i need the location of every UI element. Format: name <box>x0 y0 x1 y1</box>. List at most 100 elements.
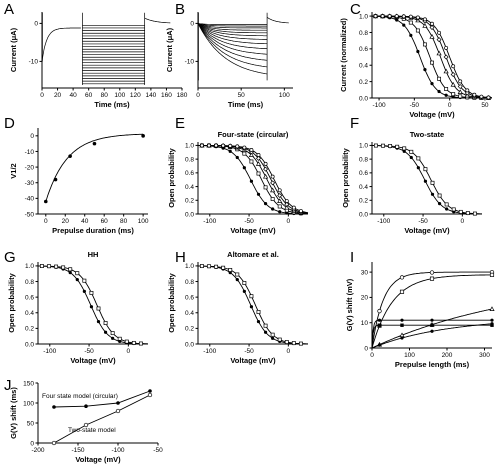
normalized-current-point <box>430 21 434 26</box>
open-probability-point <box>75 278 79 282</box>
x-axis-label: Time (ms) <box>94 100 130 109</box>
x-tick-label: 200 <box>442 352 453 359</box>
open-probability-point <box>430 180 435 185</box>
normalized-current-point <box>422 42 427 47</box>
activation-current-trace <box>197 23 268 68</box>
open-probability-point <box>228 267 233 272</box>
normalized-current-point <box>451 92 456 97</box>
normalized-current-point <box>444 87 449 91</box>
x-tick-label: 80 <box>101 92 109 99</box>
open-probability-point <box>271 336 275 340</box>
normalized-current-point <box>423 68 427 72</box>
normalized-current-point <box>415 28 420 33</box>
open-probability-point <box>270 187 276 193</box>
open-probability-point <box>199 143 204 148</box>
panel-title-g: HH <box>88 250 99 259</box>
gv-shift-voltage-point <box>148 389 152 393</box>
gv-shift-voltage-point <box>147 392 153 398</box>
open-probability-point <box>277 198 283 203</box>
open-probability-point <box>249 179 254 183</box>
open-probability-point <box>249 294 254 299</box>
open-probability-point <box>242 289 246 293</box>
x-tick-label: 0 <box>448 102 452 109</box>
panel-letter-c: C <box>350 1 361 18</box>
normalized-current-point <box>479 94 484 99</box>
normalized-current-point <box>437 30 442 35</box>
open-probability-point <box>284 340 289 344</box>
open-probability-point <box>451 207 456 212</box>
gv-shift-curve <box>371 274 492 349</box>
open-probability-point <box>263 185 268 190</box>
x-axis-label: Prepulse duration (ms) <box>52 226 134 235</box>
y-tick-label: 0.4 <box>185 184 194 191</box>
open-probability-point <box>75 271 80 276</box>
open-probability-point <box>207 264 211 269</box>
x-tick-label: 60 <box>85 92 93 99</box>
y-tick-label: 0.8 <box>359 156 368 163</box>
open-probability-point <box>430 192 435 196</box>
gv-shift-voltage-line <box>53 390 151 408</box>
normalized-current-point <box>409 33 413 37</box>
normalized-current-point <box>436 50 442 56</box>
x-axis-label: Voltage (mV) <box>404 226 450 235</box>
y-tick-label: 1.0 <box>359 143 368 150</box>
open-probability-point <box>270 332 275 337</box>
open-probability-point <box>472 211 477 216</box>
x-tick-label: 180 <box>177 92 188 99</box>
y-tick-label: -10 <box>29 59 39 66</box>
y-axis-label: Open probability <box>7 272 16 332</box>
open-probability-point <box>271 207 275 211</box>
activation-current-trace <box>197 23 268 55</box>
x-axis-label: Voltage (mV) <box>230 356 276 365</box>
open-probability-point <box>409 149 414 154</box>
open-probability-point <box>61 265 66 270</box>
open-probability-point <box>214 264 219 269</box>
y-tick-label: 0.6 <box>185 294 194 301</box>
panel-letter-d: D <box>4 115 15 132</box>
y-tick-label: 0.8 <box>25 279 34 286</box>
open-probability-point <box>277 188 282 193</box>
x-tick-label: -50 <box>244 218 254 225</box>
open-probability-point <box>103 330 108 334</box>
open-probability-point <box>270 180 276 186</box>
x-tick-label: -50 <box>84 348 94 355</box>
open-probability-point <box>373 143 378 148</box>
x-tick-label: -100 <box>373 102 386 109</box>
gv-shift-voltage-point <box>116 401 120 405</box>
x-tick-label: -50 <box>410 102 420 109</box>
gv-shift-voltage-point <box>84 404 88 409</box>
normalized-current-point <box>430 60 434 65</box>
gv-shift-point <box>490 318 494 322</box>
normalized-current-point <box>458 94 463 99</box>
x-tick-label: 0 <box>287 348 291 355</box>
open-probability-point <box>423 167 428 172</box>
normalized-current-point <box>443 54 449 60</box>
series-label-four-state: Four state model (circular) <box>42 393 118 400</box>
normalized-current-point <box>437 89 441 94</box>
x-axis-label: Voltage (mV) <box>70 356 116 365</box>
open-probability-point <box>284 204 290 210</box>
activation-current-trace <box>197 23 268 50</box>
y-axis-label: G(V) shift (mV) <box>345 278 354 331</box>
open-probability-point <box>256 319 261 324</box>
x-tick-label: 0 <box>44 218 48 225</box>
normalized-current-point <box>444 93 448 97</box>
open-probability-point <box>96 306 101 311</box>
y-tick-label: 0.8 <box>185 156 194 163</box>
activation-current-trace <box>197 23 268 27</box>
open-probability-point <box>381 143 385 148</box>
normalized-current-point <box>465 88 470 93</box>
y-tick-label: -10 <box>25 149 35 156</box>
gv-shift-point <box>377 318 382 322</box>
open-probability-point <box>284 201 290 207</box>
open-probability-point <box>298 341 303 346</box>
x-tick-label: 100 <box>138 218 149 225</box>
open-probability-point <box>263 323 268 328</box>
x-tick-label: 0 <box>196 92 200 99</box>
open-probability-point <box>54 264 59 269</box>
y-tick-label: -40 <box>25 196 35 203</box>
x-tick-label: 0 <box>370 352 374 359</box>
open-probability-point <box>68 271 72 275</box>
normalized-current-point <box>472 92 477 97</box>
open-probability-point <box>270 197 275 201</box>
